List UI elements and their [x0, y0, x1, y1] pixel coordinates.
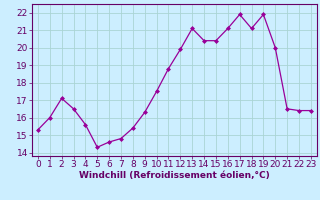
X-axis label: Windchill (Refroidissement éolien,°C): Windchill (Refroidissement éolien,°C) [79, 171, 270, 180]
